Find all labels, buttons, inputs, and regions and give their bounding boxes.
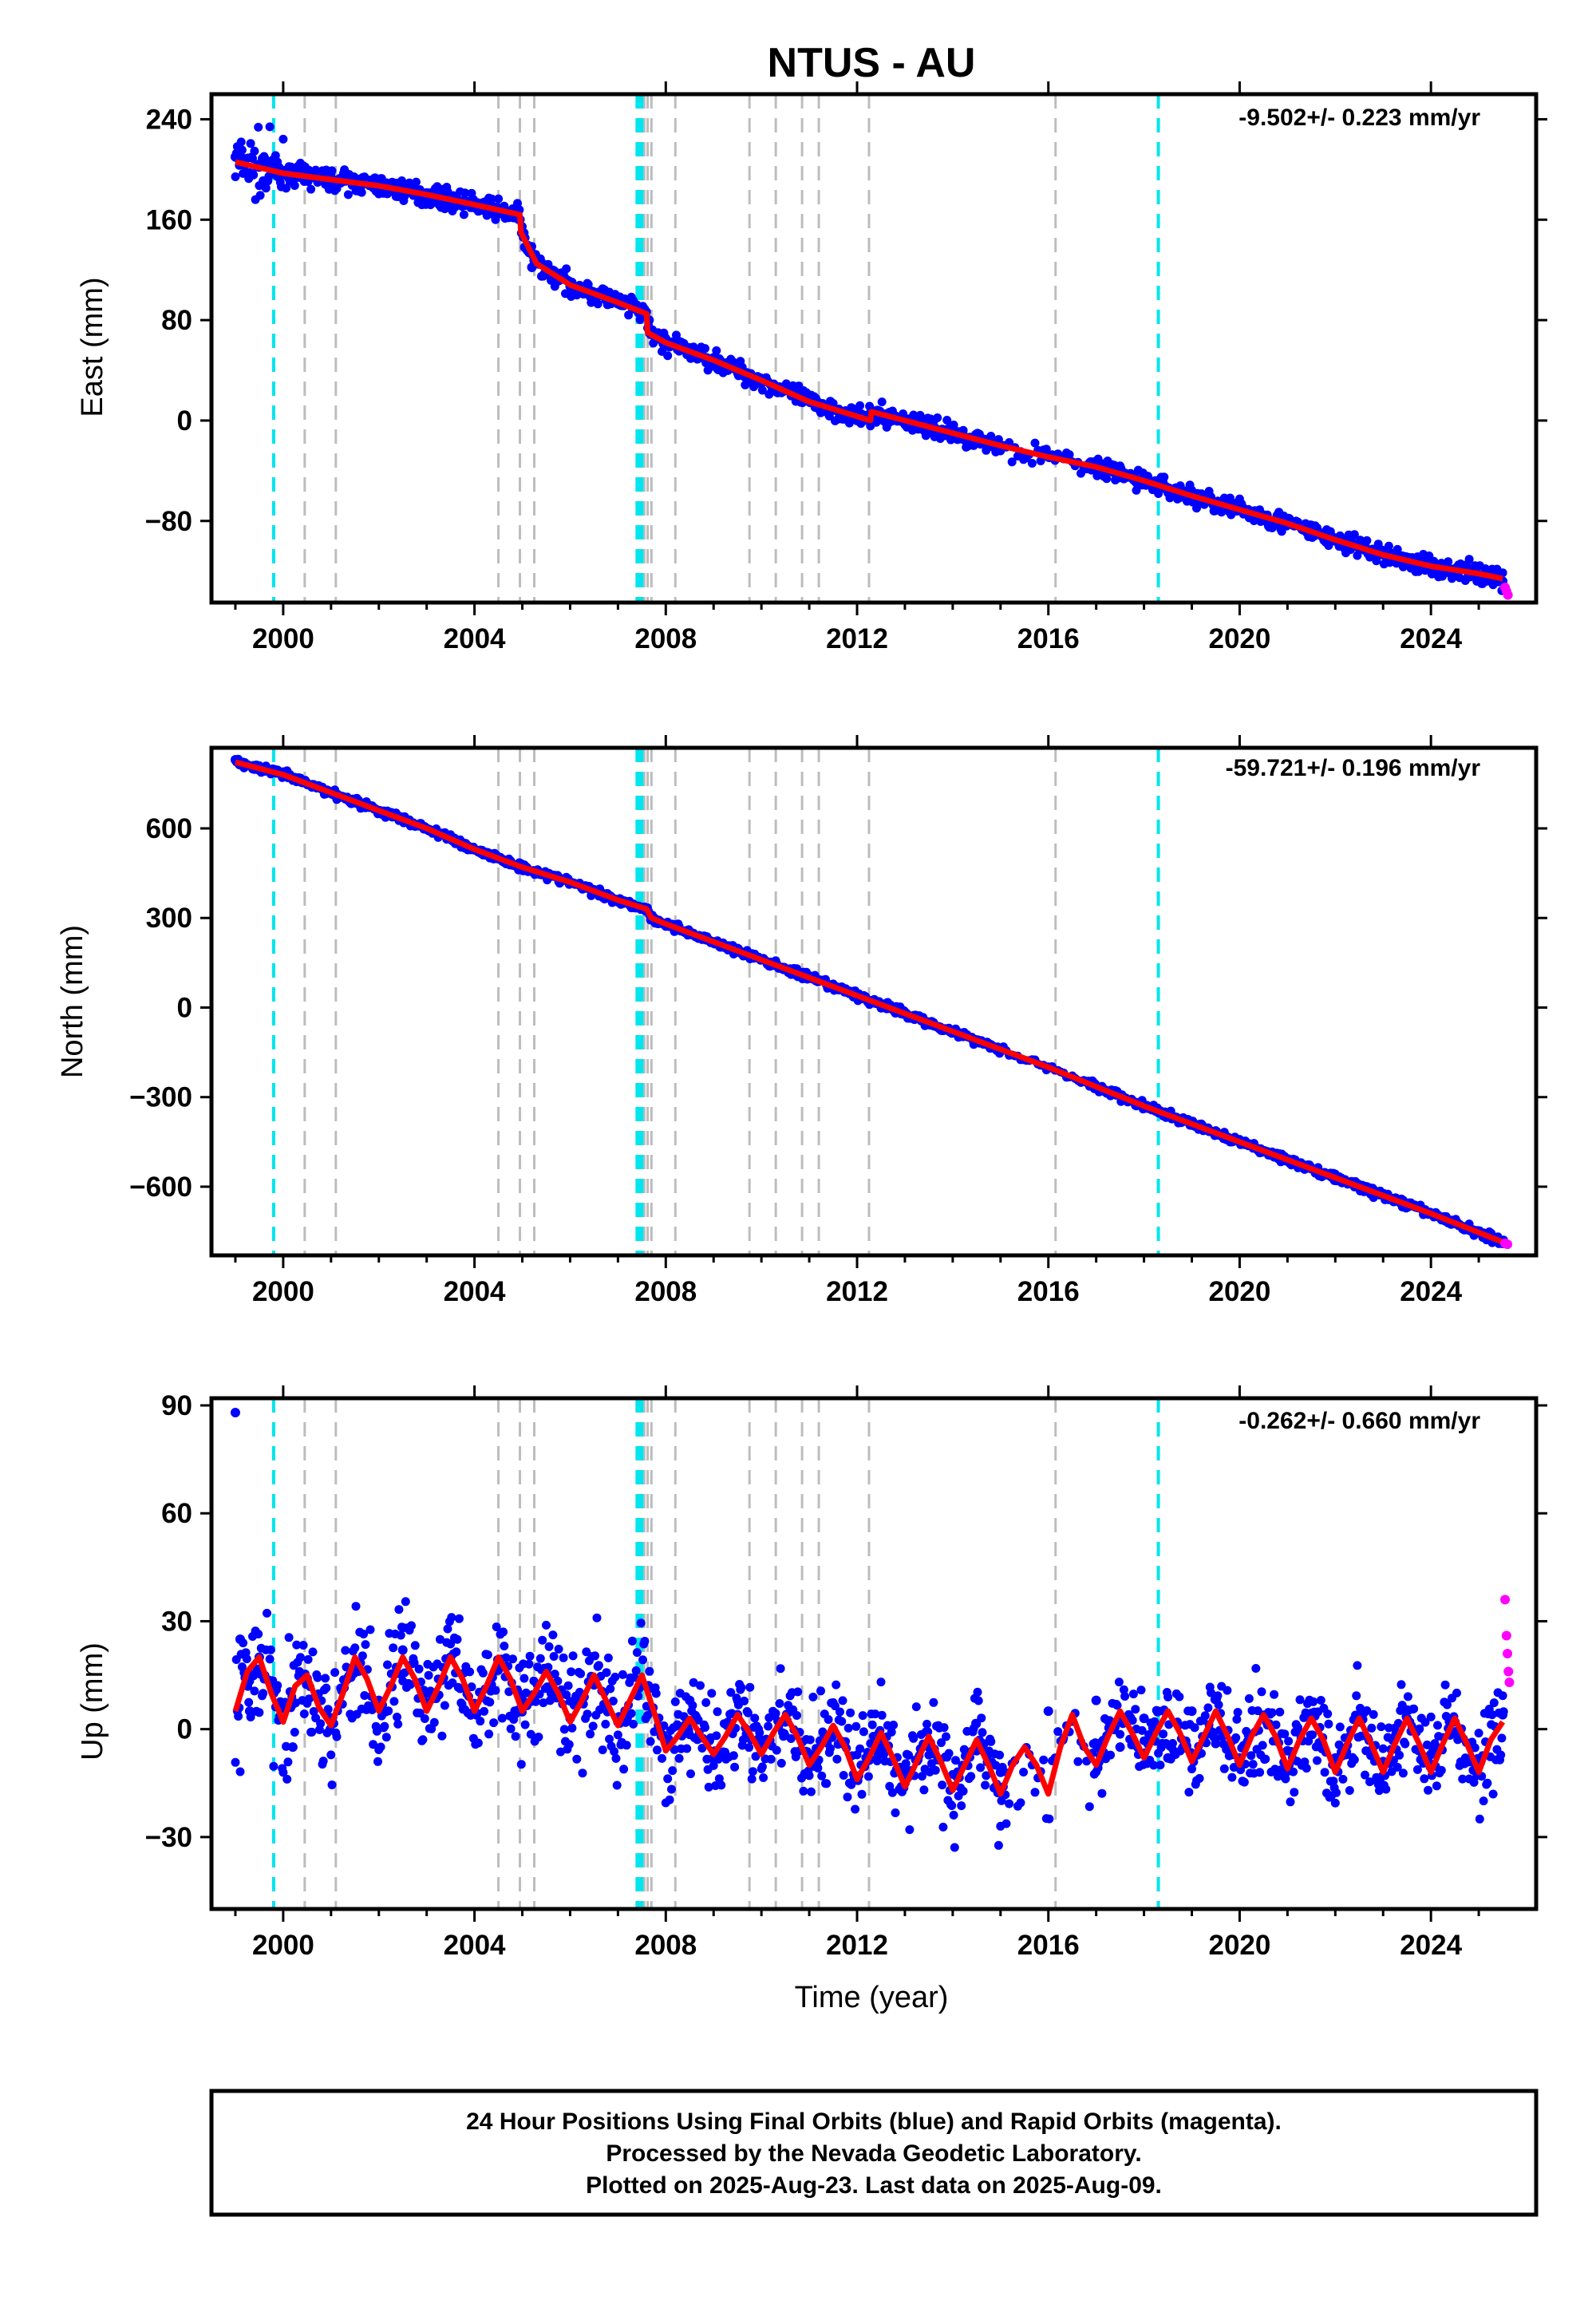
up-final-point-36 [1043,1706,1053,1717]
up-xtick-label-4: 2016 [1017,1930,1080,1961]
east-plot-area [230,94,1513,603]
north-frame [209,745,1539,1258]
up-final-point-10 [397,1645,408,1655]
up-final-point-0 [230,1408,240,1418]
up-final-point-46 [1282,1745,1293,1756]
east-frame [209,92,1539,605]
east-panel: -9.502+/- 0.223 mm/yr East (mm) 240 160 80… [76,81,1547,654]
up-xtick-label-6: 2024 [1400,1930,1462,1961]
east-rate-label: -9.502+/- 0.223 mm/yr [1238,105,1480,131]
up-rapid-point-2 [1503,1649,1513,1658]
north-axis-label: North (mm) [56,925,89,1078]
up-rapid-point-3 [1503,1666,1514,1677]
up-ytick-label-2: 30 [161,1606,192,1637]
north-xtick-label-4: 2016 [1017,1276,1080,1307]
up-ytick-label-0: 90 [161,1390,192,1421]
north-rapid-point-1 [1503,1239,1513,1250]
north-xtick-label-6: 2024 [1400,1276,1462,1307]
east-ytick-label-0: 240 [146,104,192,135]
up-xtick-label-3: 2012 [826,1930,888,1961]
east-final-point-0 [230,152,240,162]
north-ytick-label-1: 300 [146,903,192,934]
footer-line-3: Plotted on 2025-Aug-23. Last data on 202… [586,2172,1162,2199]
north-plot-area [230,748,1513,1255]
up-ytick-label-4: −30 [145,1822,192,1853]
up-model-line [232,1654,1506,1797]
east-axis-label: East (mm) [76,277,109,417]
up-final-point-35 [995,1767,1005,1777]
up-final-point-41 [1163,1753,1173,1763]
up-plot-area [230,1398,1515,1909]
east-ytick-label-1: 160 [146,204,192,235]
up-ytick-label-3: 0 [177,1714,192,1745]
up-rapid-point-1 [1501,1630,1511,1641]
up-final-point-40 [1139,1713,1149,1724]
north-ytick-label-2: 0 [177,992,192,1023]
up-final-point-38 [1091,1695,1101,1705]
up-final-point-30 [875,1742,886,1753]
north-xtick-label-2: 2008 [634,1276,697,1307]
east-ytick-label-2: 80 [161,305,192,336]
east-xtick-label-3: 2012 [826,623,888,654]
north-xtick-label-5: 2020 [1209,1276,1271,1307]
east-ytick-label-3: 0 [177,405,192,437]
up-ytick-label-1: 60 [161,1498,192,1529]
up-final-point-2 [244,1706,255,1717]
up-rapid-point-4 [1504,1678,1515,1688]
up-final-point-39 [1115,1742,1125,1753]
up-final-point-11 [421,1688,432,1698]
footer-line-2: Processed by the Nevada Geodetic Laborat… [606,2140,1141,2167]
up-final-point-1 [235,1634,245,1644]
east-xtick-label-1: 2004 [444,623,506,654]
north-ytick-label-0: 600 [146,813,192,844]
up-final-point-55 [1498,1709,1508,1720]
up-xtick-label-5: 2020 [1209,1930,1271,1961]
up-final-point-43 [1211,1738,1221,1749]
east-rapid-point-2 [1503,590,1513,600]
up-final-point-5 [287,1742,298,1753]
x-axis-label: Time (year) [795,1981,949,2014]
footer-box: 24 Hour Positions Using Final Orbits (bl… [209,2089,1539,2217]
up-xtick-label-2: 2008 [634,1930,697,1961]
up-panel: -0.262+/- 0.660 mm/yr Up (mm) 90 60 30 0 −30… [76,1385,1547,1961]
north-xtick-label-0: 2000 [252,1276,314,1307]
east-model-line [235,159,1503,582]
up-rate-label: -0.262+/- 0.660 mm/yr [1238,1408,1480,1434]
up-rapid-point-0 [1500,1595,1511,1605]
up-final-point-52 [1426,1749,1436,1760]
north-panel: -59.721+/- 0.196 mm/yr North (mm) 600 300… [56,735,1547,1307]
north-xtick-label-1: 2004 [444,1276,506,1307]
east-ytick-label-4: −80 [145,506,192,537]
north-ytick-label-4: −600 [129,1172,192,1203]
east-xtick-label-5: 2020 [1209,623,1271,654]
up-final-point-42 [1187,1706,1197,1717]
up-final-point-22 [685,1695,695,1705]
north-xtick-label-3: 2012 [826,1276,888,1307]
up-axis-label: Up (mm) [76,1642,109,1761]
north-model-line [235,759,1504,1245]
figure-title: NTUS - AU [768,40,976,86]
east-xtick-label-0: 2000 [252,623,314,654]
east-xtick-label-6: 2024 [1400,623,1462,654]
up-xtick-label-1: 2004 [444,1930,506,1961]
north-rate-label: -59.721+/- 0.196 mm/yr [1226,755,1481,781]
east-xtick-label-2: 2008 [634,623,697,654]
up-xtick-label-0: 2000 [252,1930,314,1961]
up-frame [209,1396,1539,1911]
north-ytick-label-3: −300 [129,1082,192,1113]
east-xtick-label-4: 2016 [1017,623,1080,654]
footer-line-1: 24 Hour Positions Using Final Orbits (bl… [466,2109,1282,2135]
